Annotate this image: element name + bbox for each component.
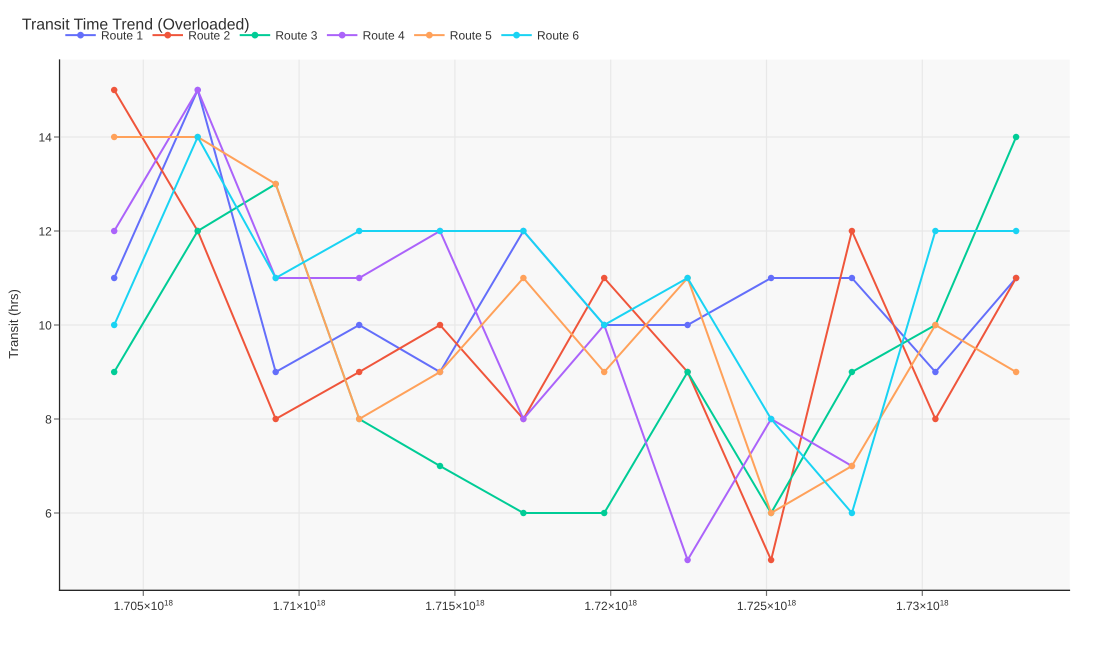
svg-text:8: 8 xyxy=(45,412,52,426)
svg-text:Route 4: Route 4 xyxy=(363,28,405,42)
svg-text:Route 2: Route 2 xyxy=(188,28,230,42)
svg-text:1.71×1018: 1.71×1018 xyxy=(273,598,326,612)
svg-text:Route 6: Route 6 xyxy=(537,28,579,42)
svg-text:12: 12 xyxy=(38,224,52,238)
svg-text:1.725×1018: 1.725×1018 xyxy=(737,598,797,612)
svg-text:14: 14 xyxy=(38,130,52,144)
svg-text:1.72×1018: 1.72×1018 xyxy=(584,598,637,612)
svg-text:6: 6 xyxy=(45,506,52,520)
svg-text:Transit (hrs): Transit (hrs) xyxy=(6,289,21,359)
svg-text:1.73×1018: 1.73×1018 xyxy=(896,598,949,612)
svg-text:1.705×1018: 1.705×1018 xyxy=(114,598,174,612)
svg-text:1.715×1018: 1.715×1018 xyxy=(425,598,485,612)
svg-text:Transit Time Trend (Overloaded: Transit Time Trend (Overloaded) xyxy=(22,17,250,34)
svg-text:10: 10 xyxy=(38,318,52,332)
svg-text:Route 5: Route 5 xyxy=(450,28,492,42)
svg-text:Route 1: Route 1 xyxy=(101,28,143,42)
svg-text:Route 3: Route 3 xyxy=(275,28,317,42)
